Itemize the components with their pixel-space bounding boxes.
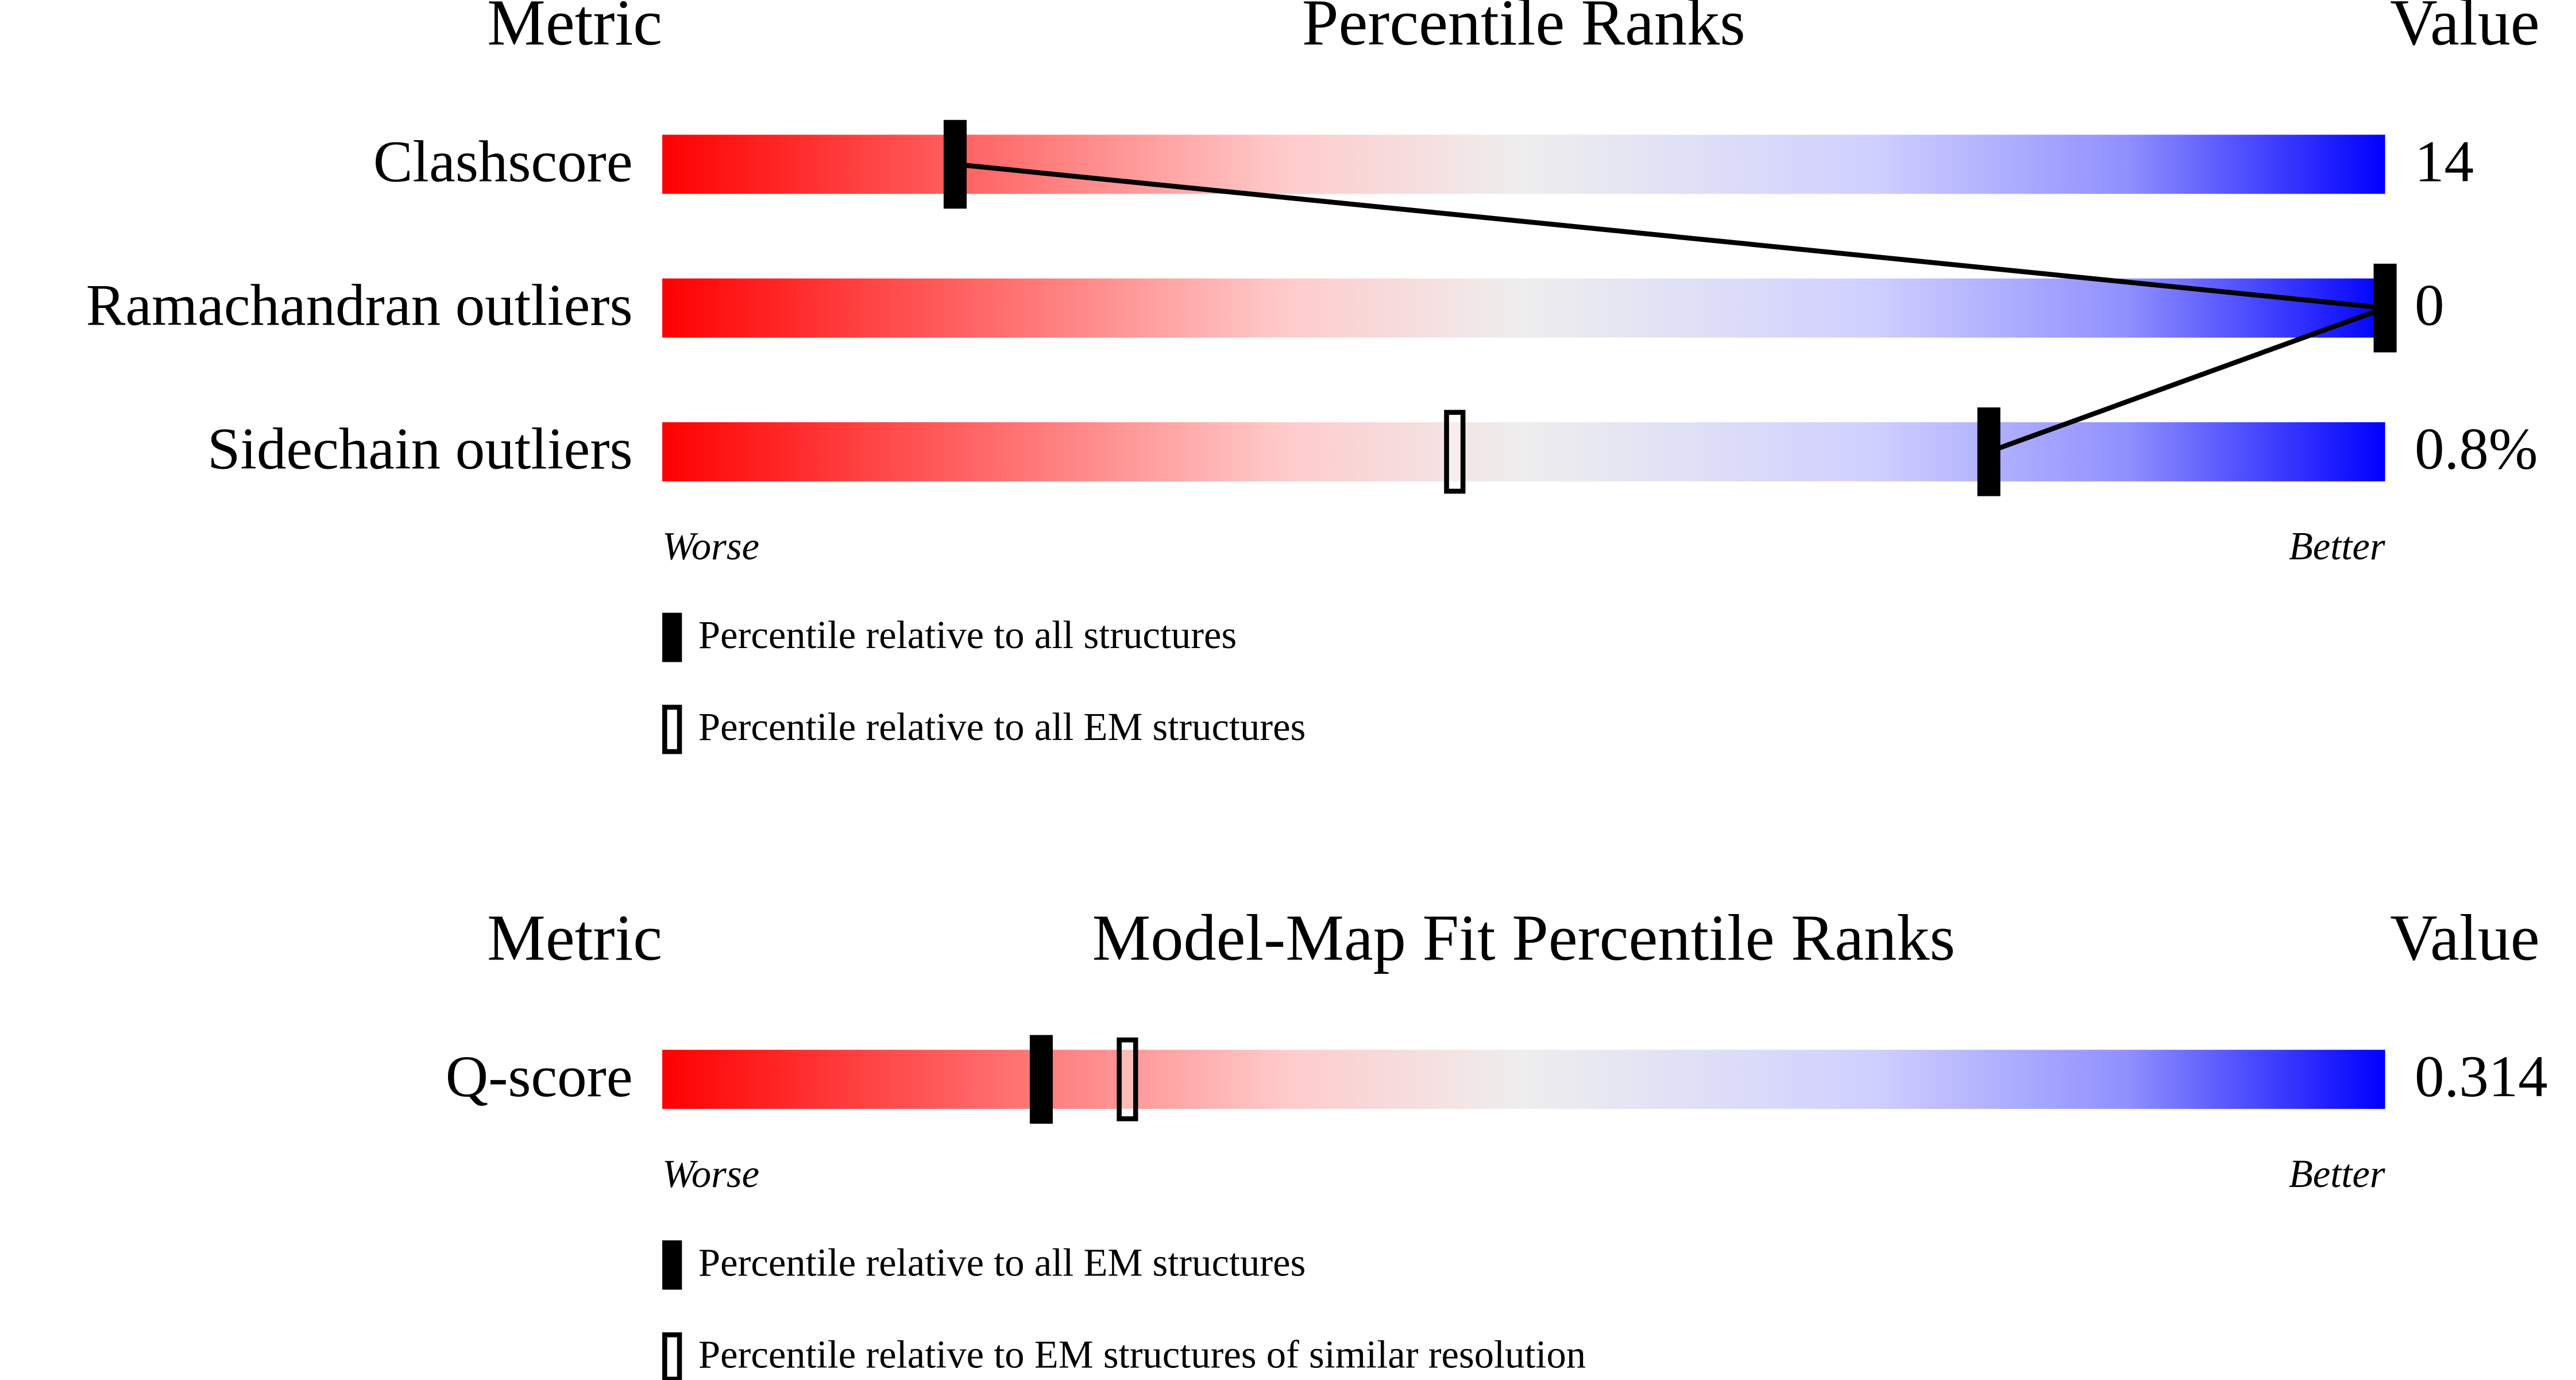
better-label: Better (2289, 1152, 2385, 1196)
worse-label: Worse (662, 1152, 759, 1196)
metric-label: Clashscore (373, 129, 633, 194)
metric-value: 0.314 (2415, 1044, 2548, 1109)
legend-label: Percentile relative to all EM structures (698, 705, 1306, 749)
percentile-bar (662, 134, 2385, 194)
value-header: Value (2390, 0, 2539, 59)
percentile-bar (662, 278, 2385, 338)
metric-value: 14 (2415, 129, 2474, 194)
metric-label: Sidechain outliers (207, 417, 632, 482)
metric-value: 0 (2415, 273, 2444, 338)
percentile-marker-open (1444, 410, 1466, 494)
percentile-bar (662, 422, 2385, 481)
legend-marker-filled (662, 1240, 682, 1290)
worse-label: Worse (662, 525, 759, 568)
percentile-marker-filled (1029, 1035, 1053, 1124)
legend-marker-filled (662, 612, 682, 662)
percentile-bar (662, 1050, 2385, 1109)
metric-header: Metric (487, 0, 662, 59)
percentile-marker-filled (943, 120, 967, 209)
better-label: Better (2289, 525, 2385, 568)
legend-label: Percentile relative to EM structures of … (698, 1333, 1586, 1377)
chart-title: Model-Map Fit Percentile Ranks (1092, 901, 1956, 974)
metric-header: Metric (487, 901, 662, 974)
value-header: Value (2390, 901, 2539, 974)
percentile-marker-open (1117, 1037, 1138, 1121)
percentile-marker-filled (2373, 263, 2397, 353)
legend-label: Percentile relative to all structures (698, 613, 1237, 657)
legend-label: Percentile relative to all EM structures (698, 1240, 1306, 1284)
legend-marker-open (662, 704, 682, 754)
percentile-marker-filled (1977, 407, 2000, 496)
chart-title: Percentile Ranks (1302, 0, 1745, 59)
metric-value: 0.8% (2415, 417, 2538, 482)
metric-label: Q-score (446, 1044, 633, 1109)
legend-marker-open (662, 1332, 682, 1380)
metric-label: Ramachandran outliers (86, 273, 633, 338)
